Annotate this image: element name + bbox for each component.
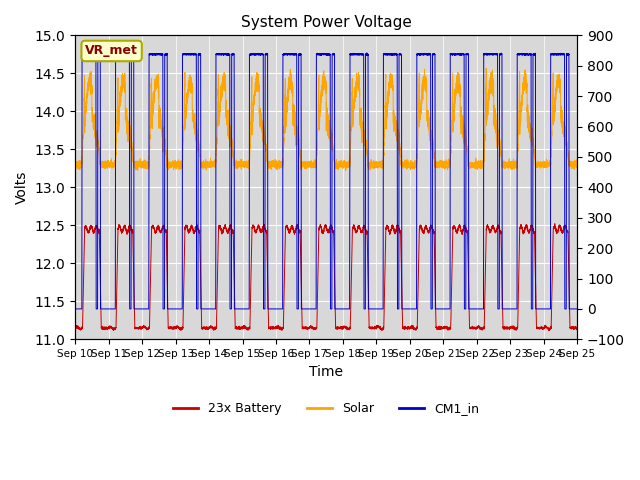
Y-axis label: Volts: Volts <box>15 170 29 204</box>
23x Battery <box>551 221 559 227</box>
Solar <box>259 137 267 143</box>
X-axis label: Time: Time <box>309 365 343 379</box>
Solar <box>396 143 403 148</box>
CM1_in <box>396 51 403 57</box>
23x Battery <box>467 325 474 331</box>
Solar <box>483 66 490 72</box>
23x Battery <box>173 323 181 329</box>
CM1_in <box>573 306 581 312</box>
Solar <box>173 161 181 167</box>
CM1_in <box>173 306 181 312</box>
23x Battery <box>259 224 267 229</box>
CM1_in <box>179 52 186 58</box>
CM1_in <box>71 306 79 312</box>
Solar <box>467 163 474 168</box>
Solar <box>71 161 79 167</box>
23x Battery <box>572 324 579 330</box>
CM1_in <box>572 306 579 312</box>
23x Battery <box>573 325 581 331</box>
Line: Solar: Solar <box>75 69 577 170</box>
Title: System Power Voltage: System Power Voltage <box>241 15 412 30</box>
Line: CM1_in: CM1_in <box>75 53 577 309</box>
Line: 23x Battery: 23x Battery <box>75 224 577 331</box>
Text: VR_met: VR_met <box>85 45 138 58</box>
Solar <box>573 159 581 165</box>
Solar <box>342 168 349 173</box>
23x Battery <box>71 324 79 330</box>
Solar <box>179 154 186 160</box>
CM1_in <box>363 50 371 56</box>
23x Battery <box>545 328 553 334</box>
23x Battery <box>396 228 403 234</box>
Legend: 23x Battery, Solar, CM1_in: 23x Battery, Solar, CM1_in <box>168 397 484 420</box>
CM1_in <box>259 51 267 57</box>
Solar <box>572 161 579 167</box>
CM1_in <box>467 306 474 312</box>
23x Battery <box>179 325 186 331</box>
